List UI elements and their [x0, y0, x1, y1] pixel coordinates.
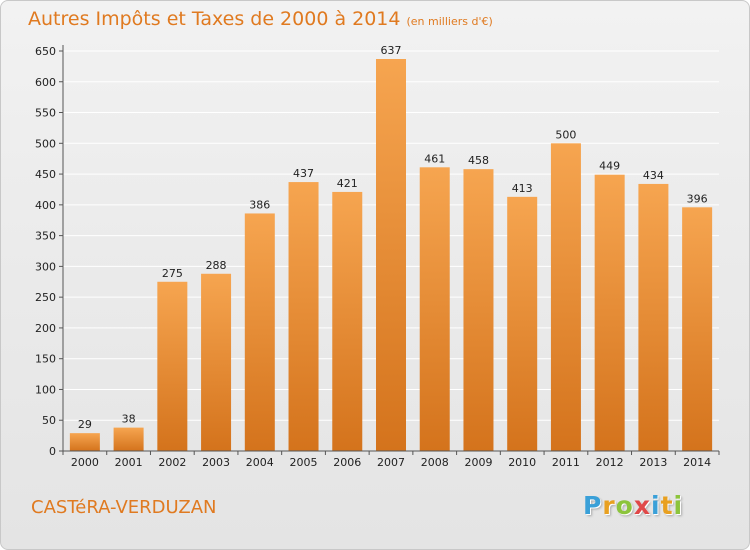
y-tick-label: 650 — [35, 45, 56, 58]
y-tick-label: 400 — [35, 199, 56, 212]
bar-2013 — [638, 183, 669, 451]
bar-value-label: 637 — [381, 44, 402, 57]
bar-2009 — [463, 169, 494, 451]
proxiti-logo: Proxiti — [583, 491, 683, 520]
bar-value-label: 29 — [78, 418, 92, 431]
y-tick-label: 200 — [35, 322, 56, 335]
y-tick-label: 300 — [35, 260, 56, 273]
bar-value-label: 461 — [424, 152, 445, 165]
bar-2004 — [244, 213, 275, 451]
bar-value-label: 458 — [468, 154, 489, 167]
bar-2014 — [682, 207, 713, 451]
axes: 0 50 100 150 200 250 300 350 400 450 500 550 600 650 2… — [35, 45, 720, 469]
logo-letter: i — [651, 491, 661, 520]
logo-letter: o — [615, 491, 634, 520]
y-tick-label: 250 — [35, 291, 56, 304]
bar-value-label: 434 — [643, 169, 664, 182]
y-tick-label: 150 — [35, 353, 56, 366]
y-tick-label: 350 — [35, 230, 56, 243]
bar-2012 — [594, 174, 625, 451]
chart-unit-label: (en milliers d'€) — [406, 15, 493, 28]
x-tick-label: 2003 — [202, 456, 230, 469]
y-tick-label: 550 — [35, 107, 56, 120]
y-tick-label: 450 — [35, 168, 56, 181]
x-tick-label: 2009 — [464, 456, 492, 469]
y-tick-label: 0 — [49, 445, 56, 458]
bar-2008 — [419, 167, 450, 452]
bar-2006 — [332, 191, 363, 451]
logo-letter: x — [633, 491, 651, 520]
bar-value-label: 275 — [162, 267, 183, 280]
bar-value-label: 449 — [599, 160, 620, 173]
y-tick-label: 500 — [35, 137, 56, 150]
x-tick-label: 2002 — [158, 456, 186, 469]
x-tick-label: 2012 — [596, 456, 624, 469]
x-tick-label: 2007 — [377, 456, 405, 469]
town-name: CASTéRA-VERDUZAN — [31, 497, 217, 518]
chart-title: Autres Impôts et Taxes de 2000 à 2014 (en… — [28, 8, 493, 30]
bar-value-label: 500 — [555, 128, 576, 141]
logo-letter: P — [583, 491, 603, 520]
x-tick-label: 2008 — [421, 456, 449, 469]
x-tick-label: 2004 — [246, 456, 274, 469]
bar-value-label: 386 — [249, 198, 270, 211]
x-tick-label: 2006 — [333, 456, 361, 469]
bar-value-label: 396 — [687, 192, 708, 205]
bar-2000 — [69, 433, 100, 451]
x-tick-label: 2014 — [683, 456, 711, 469]
y-tick-label: 50 — [42, 414, 56, 427]
y-tick-label: 600 — [35, 76, 56, 89]
logo-letter: r — [602, 491, 616, 520]
chart-title-text: Autres Impôts et Taxes de 2000 à 2014 — [28, 8, 401, 30]
bar-value-label: 413 — [512, 182, 533, 195]
bar-2003 — [201, 273, 232, 451]
x-tick-label: 2013 — [639, 456, 667, 469]
bar-2007 — [376, 59, 406, 451]
bar-2010 — [507, 196, 538, 451]
x-tick-label: 2005 — [290, 456, 318, 469]
bar-2001 — [113, 427, 144, 451]
labels: 29 38 275 288 386 437 421 637 461 458 413 500 449 434… — [78, 44, 708, 431]
bars — [69, 59, 713, 452]
bar-value-label: 38 — [122, 413, 136, 426]
bar-2005 — [288, 182, 319, 452]
logo-letter: i — [673, 491, 684, 520]
bar-2011 — [550, 143, 581, 452]
bar-2002 — [157, 281, 188, 451]
x-tick-label: 2000 — [71, 456, 99, 469]
bar-value-label: 437 — [293, 167, 314, 180]
x-tick-label: 2010 — [508, 456, 536, 469]
logo-letter: t — [660, 491, 674, 520]
bar-value-label: 288 — [206, 259, 227, 272]
x-tick-label: 2001 — [115, 456, 143, 469]
x-tick-label: 2011 — [552, 456, 580, 469]
y-tick-label: 100 — [35, 383, 56, 396]
bar-value-label: 421 — [337, 177, 358, 190]
